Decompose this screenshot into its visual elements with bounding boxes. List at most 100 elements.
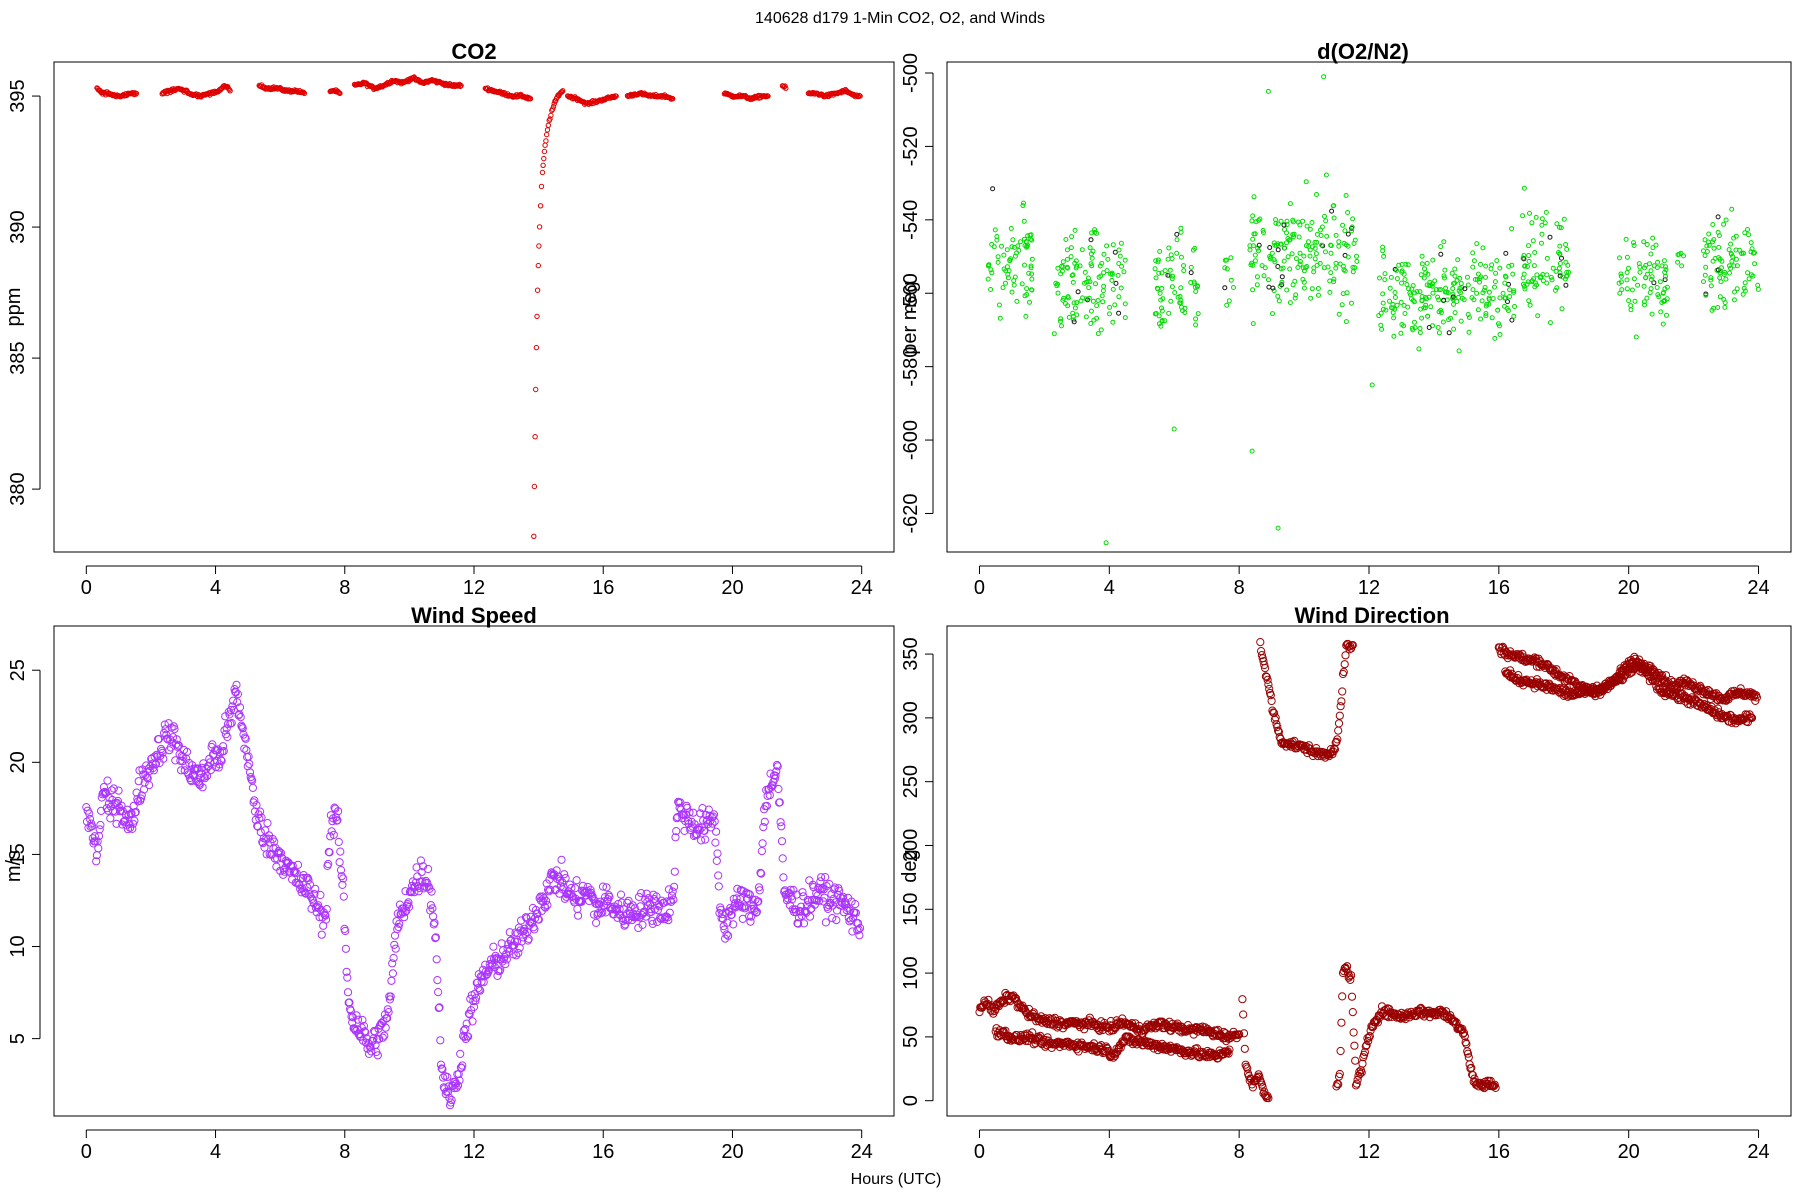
o2-point [1539, 231, 1545, 237]
o2-point [1071, 319, 1077, 325]
wind-speed-point [714, 871, 723, 880]
wind-direction-ylabel: deg [899, 849, 921, 882]
wind-speed-point [754, 897, 763, 906]
o2-point [1074, 300, 1080, 306]
o2-point [1284, 230, 1289, 236]
o2-point [1055, 265, 1061, 271]
wind-speed-point [413, 882, 423, 891]
wind-speed-point [231, 688, 240, 697]
o2-point [1327, 278, 1333, 284]
wind-speed-point [134, 777, 143, 786]
o2-point [1024, 243, 1030, 249]
o2-point [1256, 248, 1261, 254]
o2-point [1626, 298, 1632, 304]
o2-point [1314, 239, 1320, 245]
wind-speed-x-tick-label: 0 [81, 1141, 92, 1163]
o2-point [1311, 265, 1317, 271]
wind-direction-point [1224, 1049, 1233, 1058]
o2-point [1011, 278, 1017, 284]
o2-point [1741, 285, 1747, 291]
wind-speed-point [233, 698, 242, 707]
o2-point [1295, 265, 1301, 270]
wind-speed-point [713, 849, 722, 858]
wind-speed-point [754, 883, 764, 892]
o2-point [1626, 265, 1631, 271]
o2-point [1752, 261, 1758, 267]
o2-point [1417, 325, 1423, 331]
wind-speed-point [683, 803, 692, 813]
o2-point [1507, 287, 1513, 293]
wind-speed-point [424, 864, 433, 874]
wind-speed-point [452, 1083, 461, 1092]
wind-speed-point [395, 919, 404, 928]
o2-point [1717, 256, 1723, 262]
o2-point [1404, 282, 1410, 287]
o2-point [1181, 268, 1187, 274]
o2-plot-frame [946, 61, 1792, 553]
wind-speed-y-tick-label: 10 [7, 935, 29, 957]
wind-direction-point [1460, 1032, 1469, 1041]
o2-point [1177, 293, 1183, 299]
wind-direction-point [1334, 726, 1343, 735]
co2-point [133, 90, 140, 97]
o2-point [1118, 240, 1124, 246]
wind-speed-point [777, 837, 787, 846]
wind-speed-y-tick-label: 20 [7, 751, 29, 773]
wind-speed-point [248, 783, 257, 793]
o2-point [1343, 319, 1349, 325]
o2-point [1624, 254, 1630, 260]
co2-x-tick-label: 4 [210, 577, 221, 599]
o2-point [1661, 258, 1667, 264]
o2-point [1719, 265, 1724, 271]
o2-point [1281, 258, 1287, 264]
o2-point [985, 276, 991, 282]
wind-speed-point [512, 951, 521, 960]
wind-direction-point [1260, 660, 1269, 670]
o2-point [1224, 257, 1229, 263]
wind-speed-point [360, 1027, 369, 1036]
o2-point [1755, 286, 1761, 292]
wind-speed-point [391, 944, 400, 953]
o2-point [1433, 287, 1439, 293]
wind-speed-point [383, 1014, 392, 1023]
o2-point [1629, 287, 1635, 293]
co2-x-tick-label: 12 [463, 577, 485, 599]
co2-point [544, 127, 551, 133]
wind-speed-point [238, 724, 247, 733]
wind-speed-point [378, 1033, 387, 1042]
wind-direction-point [1458, 1024, 1467, 1034]
wind-speed-point [88, 822, 97, 831]
o2-point [1454, 277, 1460, 283]
wind-direction-point [1490, 1080, 1499, 1089]
wind-speed-point [435, 1003, 444, 1012]
o2-point [1012, 253, 1018, 259]
o2-point [1333, 265, 1339, 271]
co2-point [783, 85, 789, 91]
o2-point [1548, 274, 1554, 280]
o2-point [999, 243, 1004, 249]
wind-speed-point [596, 909, 606, 918]
o2-point [1441, 239, 1447, 245]
o2-point [1287, 201, 1293, 207]
o2-point [1378, 310, 1384, 316]
wind-speed-point [752, 907, 762, 917]
wind-speed-point [219, 747, 228, 756]
o2-point [1435, 325, 1441, 330]
wind-speed-point [429, 912, 438, 921]
o2-point [1539, 216, 1545, 222]
wind-speed-point [299, 871, 308, 880]
o2-point [1023, 313, 1029, 319]
o2-point [1016, 247, 1022, 253]
figure-suptitle: 140628 d179 1-Min CO2, O2, and Winds [755, 10, 1045, 27]
o2-point [1755, 282, 1761, 288]
figure-xlabel: Hours (UTC) [851, 1171, 942, 1188]
wind-speed-point [567, 883, 576, 893]
wind-speed-point [799, 919, 809, 928]
o2-point [1249, 260, 1255, 266]
wind-speed-point [263, 819, 272, 828]
wind-speed-point [380, 1031, 389, 1040]
wind-speed-point [648, 919, 657, 929]
o2-point [1249, 448, 1255, 454]
o2-point [1529, 220, 1535, 226]
wind-direction-point [1396, 1014, 1405, 1023]
